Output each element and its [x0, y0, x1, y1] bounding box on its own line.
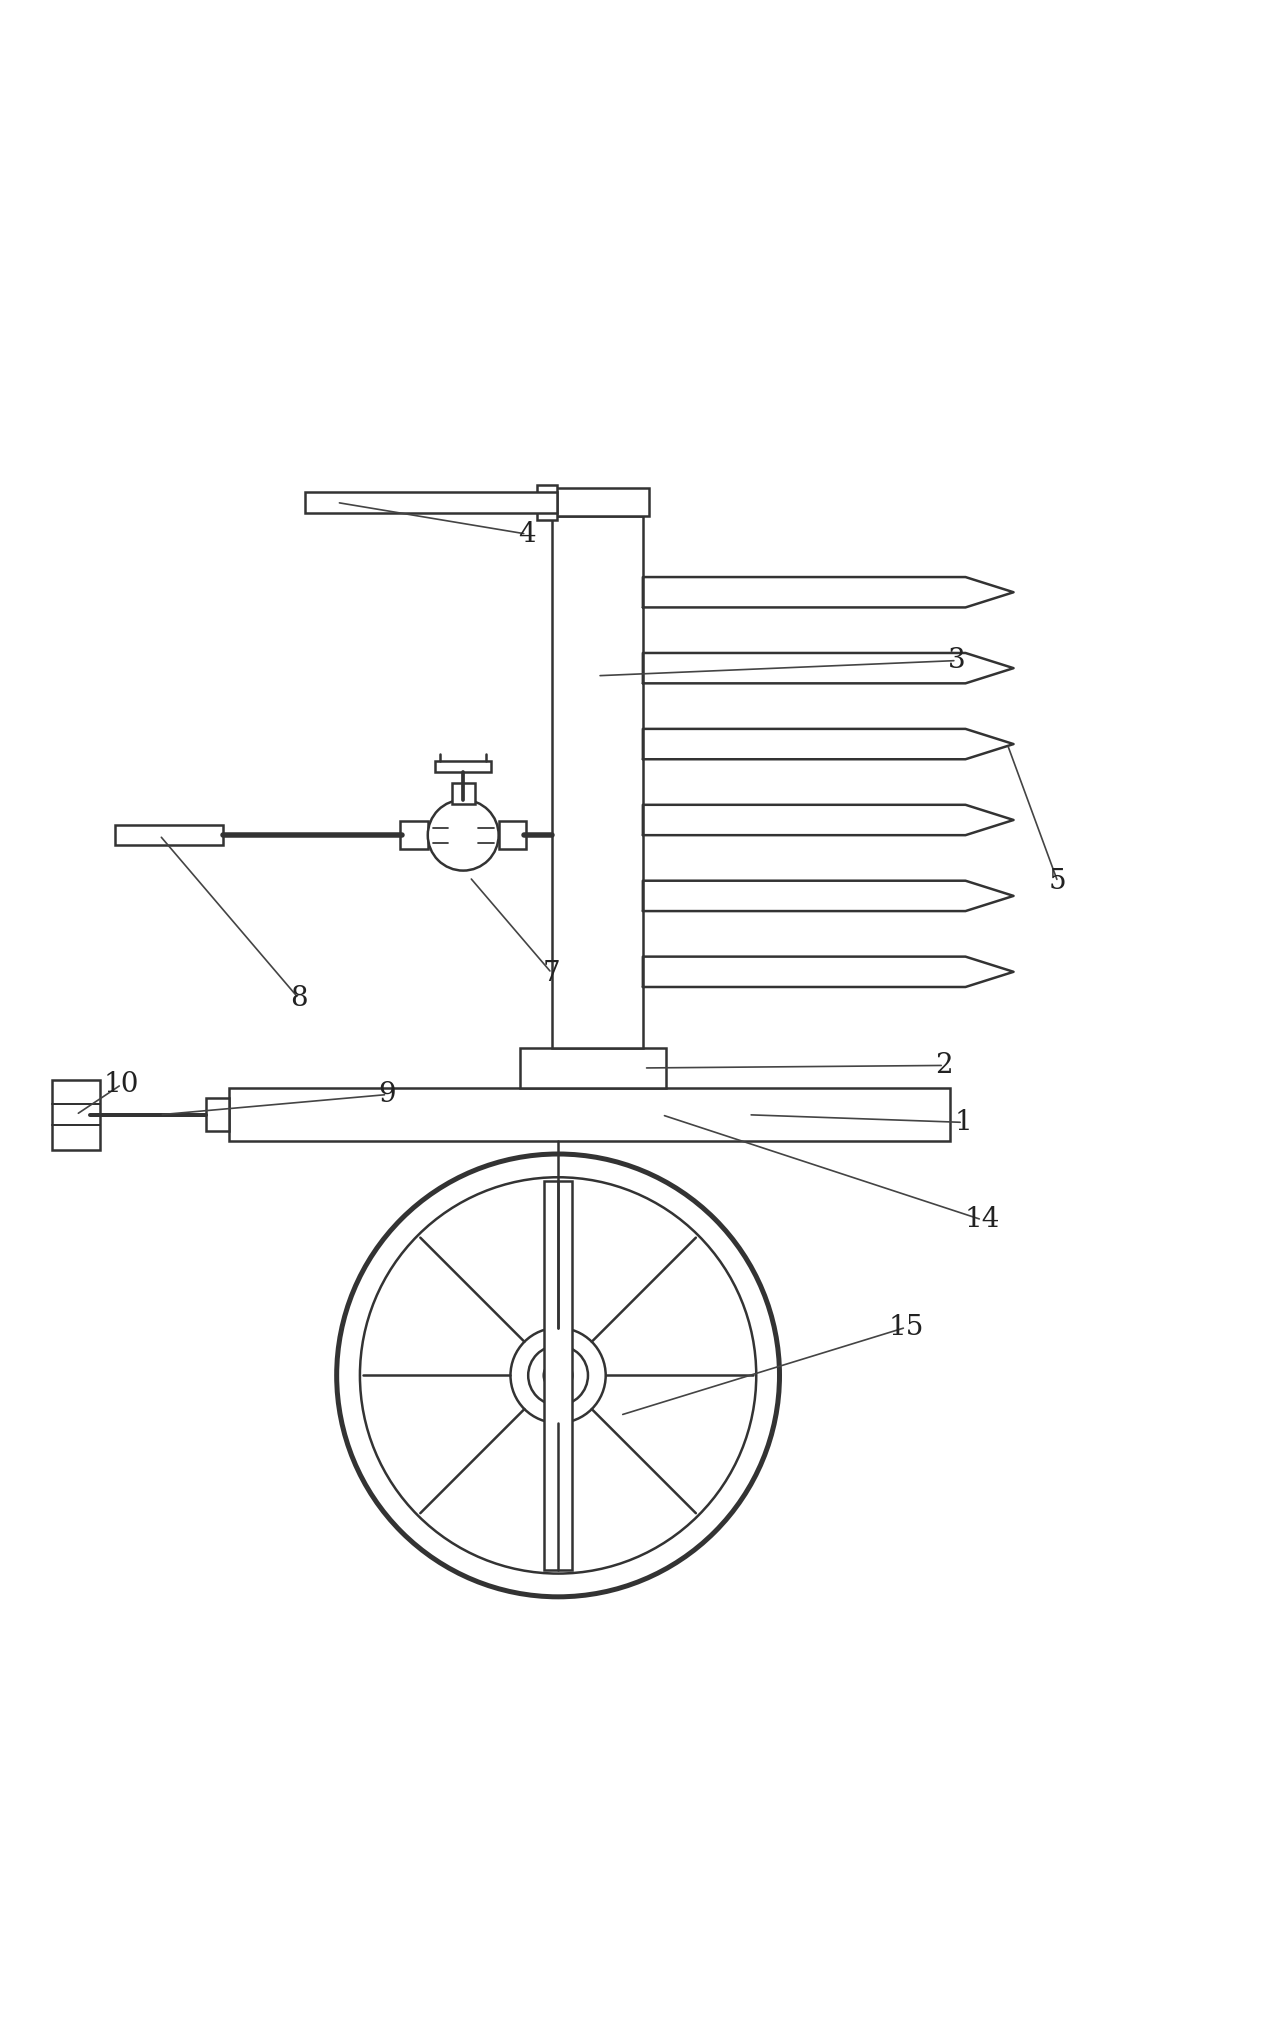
Circle shape [544, 1361, 572, 1390]
Bar [451, 783, 474, 803]
Text: 15: 15 [889, 1313, 923, 1341]
Text: 4: 4 [517, 520, 535, 547]
Bar [536, 484, 557, 520]
Text: 3: 3 [947, 647, 965, 674]
Circle shape [337, 1154, 780, 1597]
Bar [306, 492, 557, 512]
Circle shape [427, 799, 498, 871]
Circle shape [511, 1327, 606, 1424]
Text: 10: 10 [104, 1071, 139, 1097]
Bar [544, 1180, 572, 1571]
Bar [115, 825, 223, 845]
Bar [435, 760, 491, 773]
Text: 5: 5 [1049, 869, 1066, 896]
Bar [520, 1047, 666, 1089]
Circle shape [529, 1345, 588, 1406]
Text: 1: 1 [954, 1109, 971, 1136]
Bar [52, 1079, 100, 1150]
Bar [207, 1099, 230, 1132]
Text: 8: 8 [290, 984, 308, 1013]
Circle shape [360, 1178, 756, 1573]
Text: 7: 7 [543, 960, 560, 986]
Text: 9: 9 [378, 1081, 396, 1107]
Text: 14: 14 [964, 1206, 999, 1232]
Bar [399, 821, 427, 849]
Bar [552, 516, 643, 1047]
Text: 2: 2 [936, 1053, 952, 1079]
Bar [230, 1089, 950, 1142]
Bar [498, 821, 526, 849]
Bar [545, 488, 649, 516]
